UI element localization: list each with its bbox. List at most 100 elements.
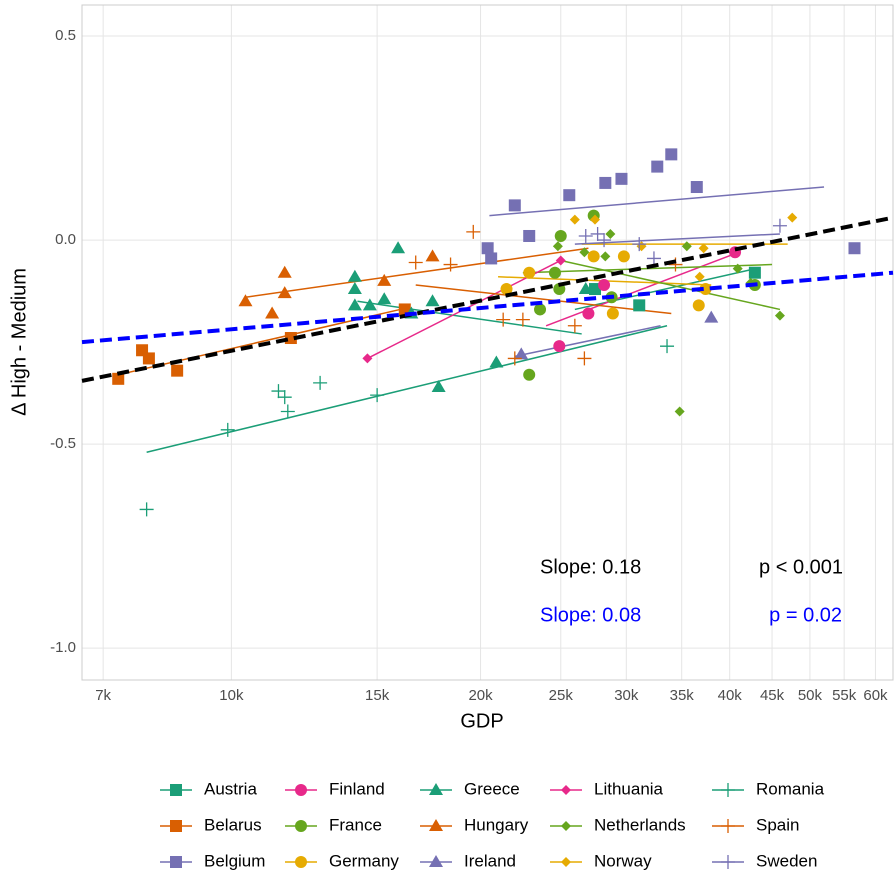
point [523,229,536,242]
point [500,283,513,296]
point [569,214,580,225]
legend-key-marker [721,783,735,797]
point [171,364,184,377]
x-tick-label: 50k [798,687,823,704]
point [507,351,522,366]
legend-item: Belarus [160,815,262,834]
point [579,247,590,258]
point [665,148,678,161]
point [112,372,125,385]
legend-key-marker [561,821,571,831]
point [848,242,861,255]
point [271,384,286,399]
legend-key-marker [170,820,182,832]
point [347,298,362,311]
legend-key-marker [170,784,182,796]
x-tick-label: 35k [670,687,695,704]
legend-item: Lithuania [550,779,664,798]
point [553,340,566,353]
legend-key-marker [429,855,443,867]
legend-item: Spain [712,815,799,834]
annotation: p = 0.02 [769,604,842,626]
point [481,242,494,255]
point [347,269,362,282]
legend-key-marker [721,819,735,833]
x-axis-label: GDP [460,710,503,732]
trend-line [81,270,894,345]
point [362,298,377,311]
point [651,160,664,173]
point [554,229,567,242]
point [238,294,253,307]
point [139,502,154,517]
point [362,353,373,364]
point [772,218,787,233]
fit-line [489,186,825,217]
y-tick-label: 0.5 [55,27,76,44]
legend-item: Germany [285,851,399,870]
point [605,228,616,239]
point [563,189,576,202]
point [636,241,647,252]
point [277,265,292,278]
point [699,283,712,296]
legend-label: Austria [204,779,257,798]
fit-line [560,259,781,311]
point [391,241,406,254]
legend-key-marker [429,783,443,795]
legend-key-marker [295,856,307,868]
point [377,273,392,286]
y-tick-label: 0.0 [55,231,76,248]
x-tick-label: 10k [219,687,244,704]
point [496,312,511,327]
legend-label: Ireland [464,851,516,870]
point [370,388,385,403]
point [277,286,292,299]
point [567,318,582,333]
point [377,292,392,305]
point [515,312,530,327]
point [534,303,547,316]
legend-item: Sweden [712,851,817,870]
x-tick-label: 30k [614,687,639,704]
point [694,271,705,282]
y-tick-label: -1.0 [50,639,76,656]
legend-label: Germany [329,851,399,870]
legend-item: Finland [285,779,385,798]
point [514,347,529,360]
annotation: Slope: 0.18 [540,556,641,578]
point [774,310,785,321]
point [597,233,612,248]
x-tick-label: 15k [365,687,390,704]
point [578,228,593,243]
point [599,176,612,189]
point [577,351,592,366]
legend-label: Belgium [204,851,265,870]
point [590,214,601,225]
x-tick-label: 40k [718,687,743,704]
point [732,263,743,274]
fit-line [545,251,739,327]
point [347,282,362,295]
point [606,307,619,320]
point [589,283,602,296]
point [690,181,703,194]
point [443,257,458,272]
point [523,266,536,279]
legend-key-marker [295,820,307,832]
point [615,172,628,185]
point [617,250,630,263]
legend-label: Lithuania [594,779,664,798]
point [489,355,504,368]
annotation: Slope: 0.08 [540,604,641,626]
point [704,310,719,323]
point [582,307,595,320]
fit-line [514,325,661,358]
grid [82,5,893,680]
legend-item: Greece [420,779,520,798]
point [646,251,661,266]
fit-line [146,325,668,454]
legend-key-marker [721,855,735,869]
point [277,390,292,405]
